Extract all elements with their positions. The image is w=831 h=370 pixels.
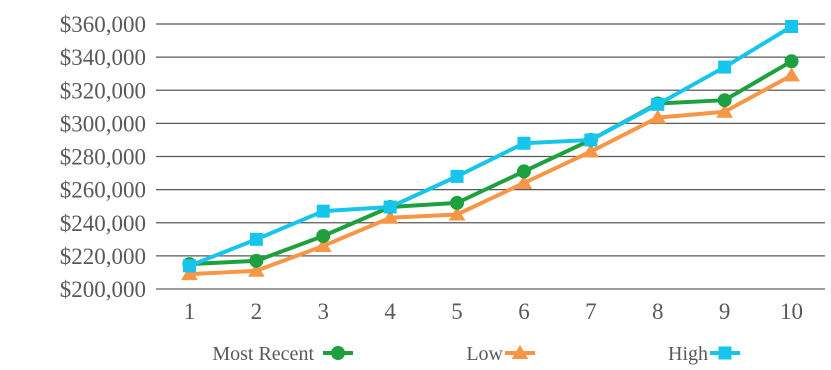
x-tick-label: 4: [384, 299, 396, 324]
series-line: [189, 59, 793, 267]
data-point: [249, 232, 263, 246]
y-tick-label: $240,000: [60, 211, 146, 236]
series-low: [181, 67, 800, 281]
y-tick-label: $340,000: [60, 45, 146, 70]
legend-label: Most Recent: [212, 343, 314, 365]
y-axis-tick-labels: $200,000 $220,000 $240,000 $260,000 $280,000…: [60, 12, 146, 302]
x-tick-label: 9: [719, 299, 731, 324]
data-point: [316, 229, 331, 243]
y-tick-label: $260,000: [60, 178, 146, 203]
y-tick-label: $220,000: [60, 244, 146, 269]
data-point: [515, 175, 533, 189]
data-point: [584, 133, 598, 147]
legend-item: Most Recent: [212, 343, 353, 365]
series-line: [189, 73, 793, 277]
x-tick-label: 6: [518, 299, 530, 324]
data-point: [582, 143, 600, 158]
data-point: [517, 136, 531, 150]
x-tick-label: 7: [585, 299, 597, 324]
data-point: [450, 195, 465, 210]
y-tick-label: $280,000: [60, 145, 146, 170]
y-tick-label: $300,000: [60, 111, 146, 136]
data-point: [516, 164, 531, 179]
data-point: [383, 200, 397, 214]
data-point: [649, 109, 667, 124]
y-tick-label: $200,000: [60, 277, 146, 302]
legend-key-marker: [511, 345, 529, 359]
data-point: [716, 103, 734, 118]
legend-label: High: [668, 343, 708, 365]
x-tick-label: 2: [251, 299, 263, 324]
data-point: [783, 67, 800, 82]
data-point: [784, 54, 799, 69]
data-point: [316, 204, 330, 218]
data-point: [785, 19, 799, 33]
y-tick-label: $320,000: [60, 78, 146, 103]
series-most-recent: [182, 54, 799, 272]
data-point: [182, 259, 196, 273]
series-group: [181, 19, 800, 281]
data-point: [181, 266, 198, 281]
legend-label: Low: [466, 343, 503, 365]
x-tick-label: 1: [184, 299, 196, 324]
data-point: [381, 209, 399, 224]
legend-item: High: [668, 343, 740, 365]
data-point: [717, 93, 732, 108]
x-tick-label: 3: [318, 299, 330, 324]
series-high: [182, 19, 799, 273]
data-point: [651, 97, 665, 111]
x-tick-label: 8: [652, 299, 664, 324]
x-axis-tick-labels: 1 2 3 4 5 6 7 8 9 10: [184, 299, 803, 324]
legend: Most Recent Low High: [212, 343, 740, 365]
legend-item: Low: [466, 343, 535, 365]
y-tick-label: $360,000: [60, 12, 146, 37]
data-point: [718, 60, 732, 74]
legend-key-marker: [718, 346, 732, 360]
data-point: [249, 253, 264, 268]
data-point: [247, 262, 265, 277]
data-point: [448, 206, 466, 221]
legend-key-marker: [331, 346, 345, 360]
x-tick-label: 10: [780, 299, 803, 324]
series-line: [188, 24, 793, 268]
x-tick-label: 5: [451, 299, 463, 324]
data-point: [450, 169, 464, 183]
data-point: [314, 237, 332, 252]
